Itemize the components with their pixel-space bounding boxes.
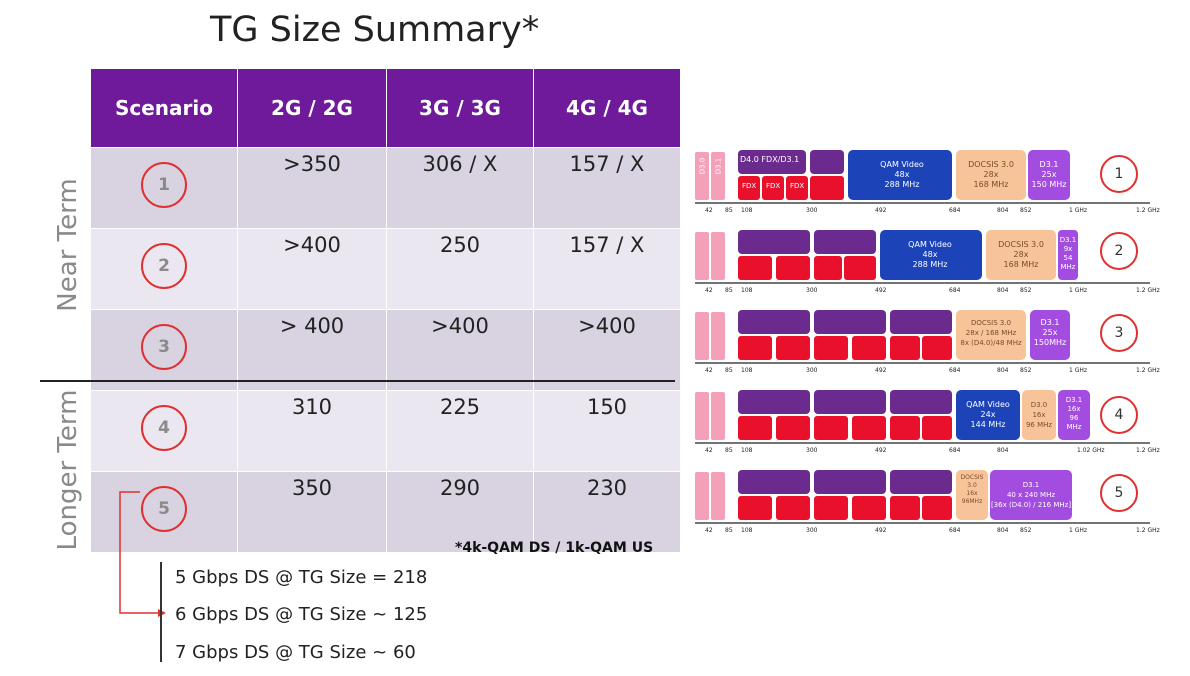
table-row: 1 >350 306 / X 157 / X [90,147,681,229]
label-d30: D3.0 [698,157,707,175]
cell-4g: 157 / X [533,147,681,229]
label-docsis-1: DOCSIS 3.0 28x 168 MHz [968,160,1014,189]
table-row: 4 310 225 150 [90,390,681,472]
label-fdx: FDX [766,182,781,190]
table-header-row: Scenario 2G / 2G 3G / 3G 4G / 4G [90,68,681,148]
scenario-circle: 3 [141,324,187,370]
longer-term-label: Longer Term [53,389,83,551]
spectrum-scenario-circle: 2 [1100,232,1138,270]
header-4g: 4G / 4G [533,68,681,148]
spectrum-scenario-circle: 1 [1100,155,1138,193]
cell-2g: 310 [237,390,387,472]
label-fdx: FDX [742,182,757,190]
label-docsis-5: DOCSIS 3.0 16x 96MHz [960,474,984,505]
spectrum-diagram-4 [695,390,1150,444]
scenario-circle: 4 [141,405,187,451]
cell-3g: >400 [386,309,534,391]
cell-2g: >400 [237,228,387,310]
cell-4g: 157 / X [533,228,681,310]
spectrum-diagram-5 [695,470,1150,524]
table-row: 5 350 290 230 [90,471,681,553]
table-row: 2 >400 250 157 / X [90,228,681,310]
header-2g: 2G / 2G [237,68,387,148]
label-d40-1: D4.0 FDX/D3.1 [740,155,800,164]
cell-3g: 306 / X [386,147,534,229]
cell-2g: 350 [237,471,387,553]
spectrum-diagram-2 [695,230,1150,284]
header-3g: 3G / 3G [386,68,534,148]
spectrum-scenario-circle: 4 [1100,396,1138,434]
gbps-note-5: 5 Gbps DS @ TG Size = 218 [175,567,428,588]
scenario-circle: 2 [141,243,187,289]
page-title: TG Size Summary* [210,10,540,50]
gbps-note-7: 7 Gbps DS @ TG Size ~ 60 [175,642,416,663]
label-d31: D3.1 [714,157,723,175]
label-docsis-3: DOCSIS 3.0 28x / 168 MHz 8x (D4.0)/48 MH… [960,319,1022,347]
header-scenario: Scenario [90,68,238,148]
label-d31-1: D3.1 25x 150 MHz [1031,160,1067,189]
spectrum-scenario-circle: 5 [1100,474,1138,512]
cell-3g: 250 [386,228,534,310]
label-d31-3: D3.1 25x 150MHz [1033,318,1067,347]
scenario-circle: 1 [141,162,187,208]
spectrum-diagram-1 [695,150,1150,204]
table-row: 3 > 400 >400 >400 [90,309,681,391]
label-qam-video-4: QAM Video 24x 144 MHz [966,400,1010,429]
label-d30-4: D3.0 16x 96 MHz [1025,401,1053,429]
cell-3g: 225 [386,390,534,472]
label-d31-5: D3.1 40 x 240 MHz [36x (D4.0) / 216 MHz] [990,481,1072,509]
near-term-label: Near Term [53,178,83,312]
term-divider [40,380,675,382]
scenario-circle: 5 [141,486,187,532]
tg-size-table: Scenario 2G / 2G 3G / 3G 4G / 4G 1 >350 … [90,68,681,553]
label-d31-4: D3.1 16x 96 MHz [1065,396,1083,431]
label-docsis-2: DOCSIS 3.0 28x 168 MHz [998,240,1044,269]
footnote: *4k-QAM DS / 1k-QAM US [455,540,654,556]
cell-4g: 230 [533,471,681,553]
label-fdx: FDX [790,182,805,190]
label-d31-2: D3.1 9x 54 MHz [1059,236,1077,271]
cell-2g: >350 [237,147,387,229]
cell-2g: > 400 [237,309,387,391]
gbps-bracket [160,562,170,662]
label-qam-video-2: QAM Video 48x 288 MHz [908,240,952,269]
cell-4g: >400 [533,309,681,391]
gbps-note-6: 6 Gbps DS @ TG Size ~ 125 [175,604,428,625]
spectrum-diagram-3 [695,310,1150,364]
label-qam-video-1: QAM Video 48x 288 MHz [880,160,924,189]
cell-4g: 150 [533,390,681,472]
spectrum-scenario-circle: 3 [1100,314,1138,352]
